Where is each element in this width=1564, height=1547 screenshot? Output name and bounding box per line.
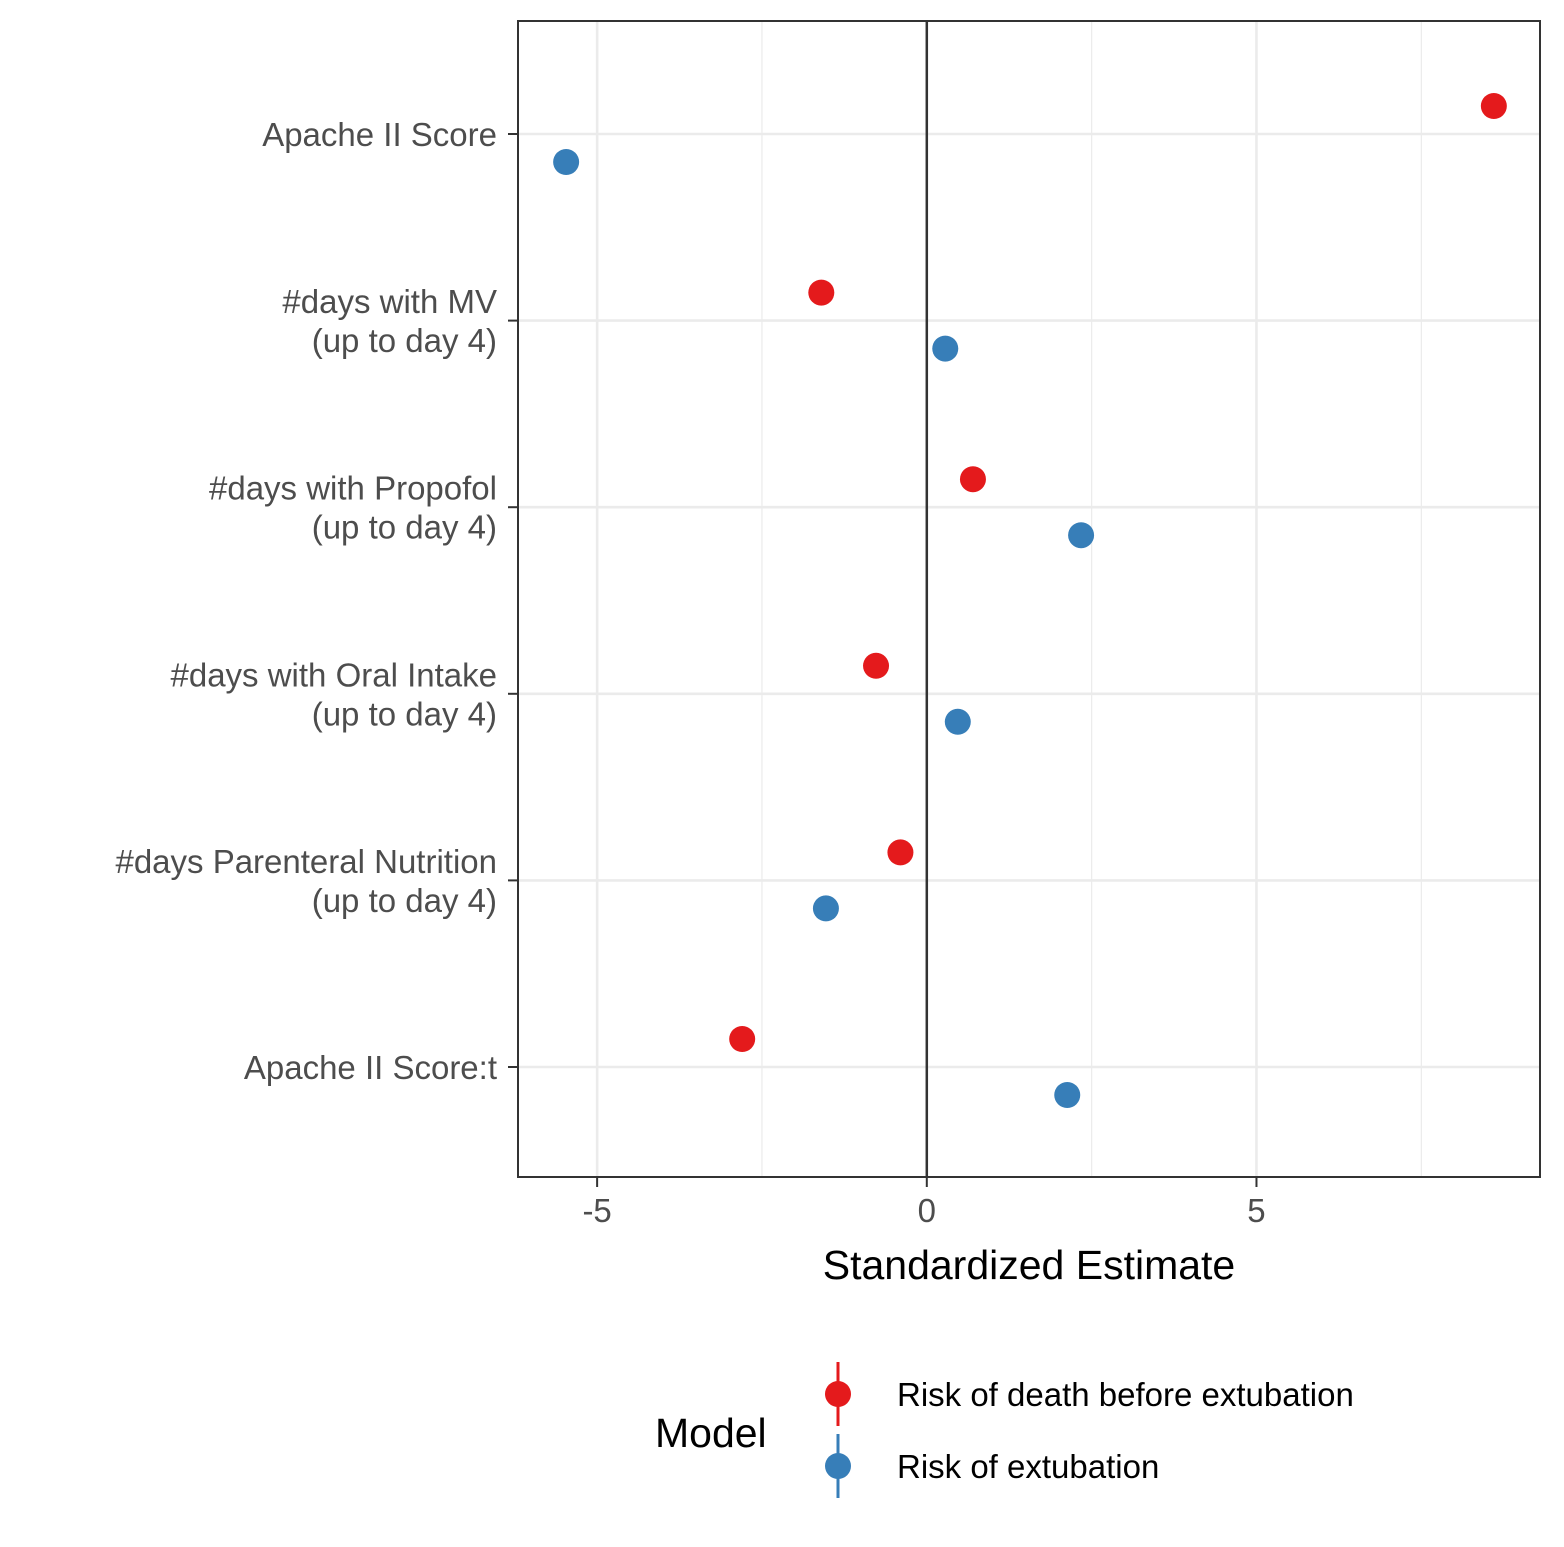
y-tick-label-1-line-1: (up to day 4)	[312, 322, 497, 359]
data-points	[553, 93, 1507, 1108]
point-series-1-row-1	[932, 335, 959, 362]
y-tick-label-0: Apache II Score	[262, 116, 497, 153]
y-tick-label-1: #days with MV (up to day 4)	[282, 283, 497, 359]
y-tick-label-2-line-0: #days with Propofol	[209, 470, 497, 507]
point-series-0-row-2	[959, 466, 986, 493]
y-tick-label-0-line-0: Apache II Score	[262, 116, 497, 153]
point-series-1-row-5	[1054, 1082, 1081, 1108]
point-series-1-row-0	[553, 149, 580, 175]
y-tick-label-3: #days with Oral Intake (up to day 4)	[171, 656, 498, 732]
point-series-1-row-2	[1068, 522, 1095, 549]
y-axis: Apache II Score#days with MV (up to day 4…	[115, 116, 518, 1086]
x-axis-title: Standardized Estimate	[823, 1242, 1236, 1288]
y-tick-label-5-line-0: Apache II Score:t	[244, 1049, 497, 1086]
legend-key-point-0	[825, 1381, 851, 1407]
legend-title: Model	[655, 1410, 767, 1456]
y-tick-label-2-line-1: (up to day 4)	[312, 509, 497, 546]
point-series-1-row-3	[944, 708, 971, 735]
panel-border	[517, 20, 1541, 1178]
y-tick-label-4-line-1: (up to day 4)	[312, 882, 497, 919]
y-tick-label-4: #days Parenteral Nutrition (up to day 4)	[115, 843, 497, 919]
minor-gridlines	[761, 21, 1422, 1177]
x-tick-label-0: -5	[582, 1192, 611, 1229]
y-tick-label-1-line-0: #days with MV	[282, 283, 497, 320]
x-tick-label-2: 5	[1247, 1192, 1265, 1229]
y-tick-label-3-line-1: (up to day 4)	[312, 695, 497, 732]
x-tick-label-1: 0	[918, 1192, 936, 1229]
legend-key-point-1	[825, 1453, 851, 1479]
point-series-0-row-5	[729, 1026, 756, 1052]
legend-label-0: Risk of death before extubation	[897, 1376, 1354, 1413]
y-tick-label-5: Apache II Score:t	[244, 1049, 497, 1086]
x-axis: -5 0 5	[582, 1177, 1266, 1229]
point-series-0-row-0	[1480, 93, 1507, 119]
point-series-0-row-3	[863, 652, 890, 679]
point-series-0-row-1	[808, 279, 835, 306]
point-series-1-row-4	[812, 895, 839, 922]
legend: Model Risk of death before extubation Ris…	[655, 1362, 1354, 1498]
y-tick-label-3-line-0: #days with Oral Intake	[171, 656, 498, 693]
y-tick-label-2: #days with Propofol (up to day 4)	[209, 470, 497, 546]
legend-label-1: Risk of extubation	[897, 1448, 1159, 1485]
point-series-0-row-4	[887, 839, 914, 866]
y-tick-label-4-line-0: #days Parenteral Nutrition	[115, 843, 497, 880]
